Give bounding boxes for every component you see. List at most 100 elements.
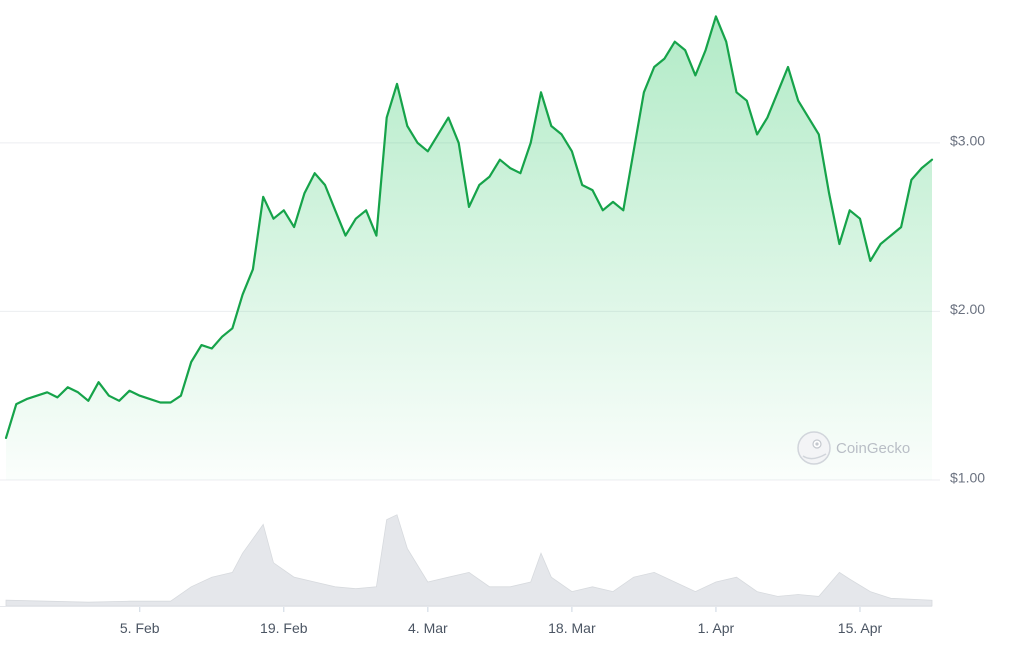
data-point[interactable]	[816, 131, 822, 137]
data-point[interactable]	[291, 224, 297, 230]
data-point[interactable]	[240, 292, 246, 298]
data-point[interactable]	[178, 393, 184, 399]
watermark: CoinGecko	[797, 431, 910, 465]
data-point[interactable]	[826, 190, 832, 196]
data-point[interactable]	[754, 131, 760, 137]
data-point[interactable]	[229, 325, 235, 331]
data-point[interactable]	[795, 98, 801, 104]
data-point[interactable]	[271, 216, 277, 222]
data-point[interactable]	[44, 389, 50, 395]
data-point[interactable]	[3, 435, 9, 441]
data-point[interactable]	[384, 115, 390, 121]
data-point[interactable]	[353, 216, 359, 222]
data-point[interactable]	[528, 140, 534, 146]
data-point[interactable]	[343, 233, 349, 239]
data-point[interactable]	[415, 140, 421, 146]
data-point[interactable]	[168, 400, 174, 406]
data-point[interactable]	[281, 207, 287, 213]
data-point[interactable]	[548, 123, 554, 129]
data-point[interactable]	[96, 379, 102, 385]
data-point[interactable]	[312, 170, 318, 176]
data-point[interactable]	[188, 359, 194, 365]
gecko-logo-icon	[797, 431, 831, 465]
data-point[interactable]	[219, 334, 225, 340]
data-point[interactable]	[517, 170, 523, 176]
data-point[interactable]	[662, 56, 668, 62]
data-point[interactable]	[641, 89, 647, 95]
data-point[interactable]	[301, 190, 307, 196]
data-point[interactable]	[857, 216, 863, 222]
data-point[interactable]	[24, 396, 30, 402]
data-point[interactable]	[157, 400, 163, 406]
data-point[interactable]	[456, 140, 462, 146]
data-point[interactable]	[590, 187, 596, 193]
data-point[interactable]	[487, 174, 493, 180]
data-point[interactable]	[507, 165, 513, 171]
data-point[interactable]	[610, 199, 616, 205]
price-line	[3, 13, 935, 441]
data-point[interactable]	[682, 47, 688, 53]
data-point[interactable]	[54, 394, 60, 400]
data-point[interactable]	[322, 182, 328, 188]
data-point[interactable]	[373, 233, 379, 239]
data-point[interactable]	[13, 401, 19, 407]
data-point[interactable]	[888, 233, 894, 239]
data-point[interactable]	[75, 389, 81, 395]
data-point[interactable]	[929, 157, 935, 163]
data-point[interactable]	[137, 393, 143, 399]
data-point[interactable]	[147, 396, 153, 402]
data-point[interactable]	[199, 342, 205, 348]
data-point[interactable]	[476, 182, 482, 188]
data-point[interactable]	[538, 89, 544, 95]
data-point[interactable]	[569, 148, 575, 154]
data-point[interactable]	[764, 115, 770, 121]
data-point[interactable]	[703, 47, 709, 53]
data-point[interactable]	[425, 148, 431, 154]
data-point[interactable]	[836, 241, 842, 247]
watermark-label: CoinGecko	[836, 440, 910, 457]
data-point[interactable]	[363, 207, 369, 213]
data-point[interactable]	[579, 182, 585, 188]
volume-series	[5, 514, 933, 607]
data-point[interactable]	[559, 131, 565, 137]
data-point[interactable]	[672, 39, 678, 45]
x-tick-label: 4. Mar	[408, 620, 448, 636]
data-point[interactable]	[34, 393, 40, 399]
data-point[interactable]	[620, 207, 626, 213]
data-point[interactable]	[127, 388, 133, 394]
data-point[interactable]	[435, 131, 441, 137]
volume-area	[5, 514, 933, 607]
data-point[interactable]	[65, 384, 71, 390]
data-point[interactable]	[775, 89, 781, 95]
data-point[interactable]	[116, 398, 122, 404]
data-point[interactable]	[332, 207, 338, 213]
data-point[interactable]	[85, 398, 91, 404]
data-point[interactable]	[600, 207, 606, 213]
data-point[interactable]	[260, 194, 266, 200]
data-point[interactable]	[847, 207, 853, 213]
data-point[interactable]	[785, 64, 791, 70]
data-point[interactable]	[878, 241, 884, 247]
data-point[interactable]	[898, 224, 904, 230]
data-point[interactable]	[908, 177, 914, 183]
data-point[interactable]	[394, 81, 400, 87]
data-point[interactable]	[651, 64, 657, 70]
data-point[interactable]	[106, 393, 112, 399]
data-point[interactable]	[250, 266, 256, 272]
data-point[interactable]	[713, 13, 719, 19]
data-point[interactable]	[445, 115, 451, 121]
data-point[interactable]	[867, 258, 873, 264]
data-point[interactable]	[497, 157, 503, 163]
data-point[interactable]	[919, 165, 925, 171]
data-point[interactable]	[723, 39, 729, 45]
data-point[interactable]	[744, 98, 750, 104]
x-axis: 5. Feb 19. Feb 4. Mar 18. Mar 1. Apr 15. Apr	[0, 606, 932, 636]
data-point[interactable]	[692, 72, 698, 78]
data-point[interactable]	[404, 123, 410, 129]
data-point[interactable]	[466, 204, 472, 210]
data-point[interactable]	[806, 115, 812, 121]
data-point[interactable]	[209, 346, 215, 352]
x-tick-label: 15. Apr	[838, 620, 883, 636]
data-point[interactable]	[631, 148, 637, 154]
data-point[interactable]	[734, 89, 740, 95]
